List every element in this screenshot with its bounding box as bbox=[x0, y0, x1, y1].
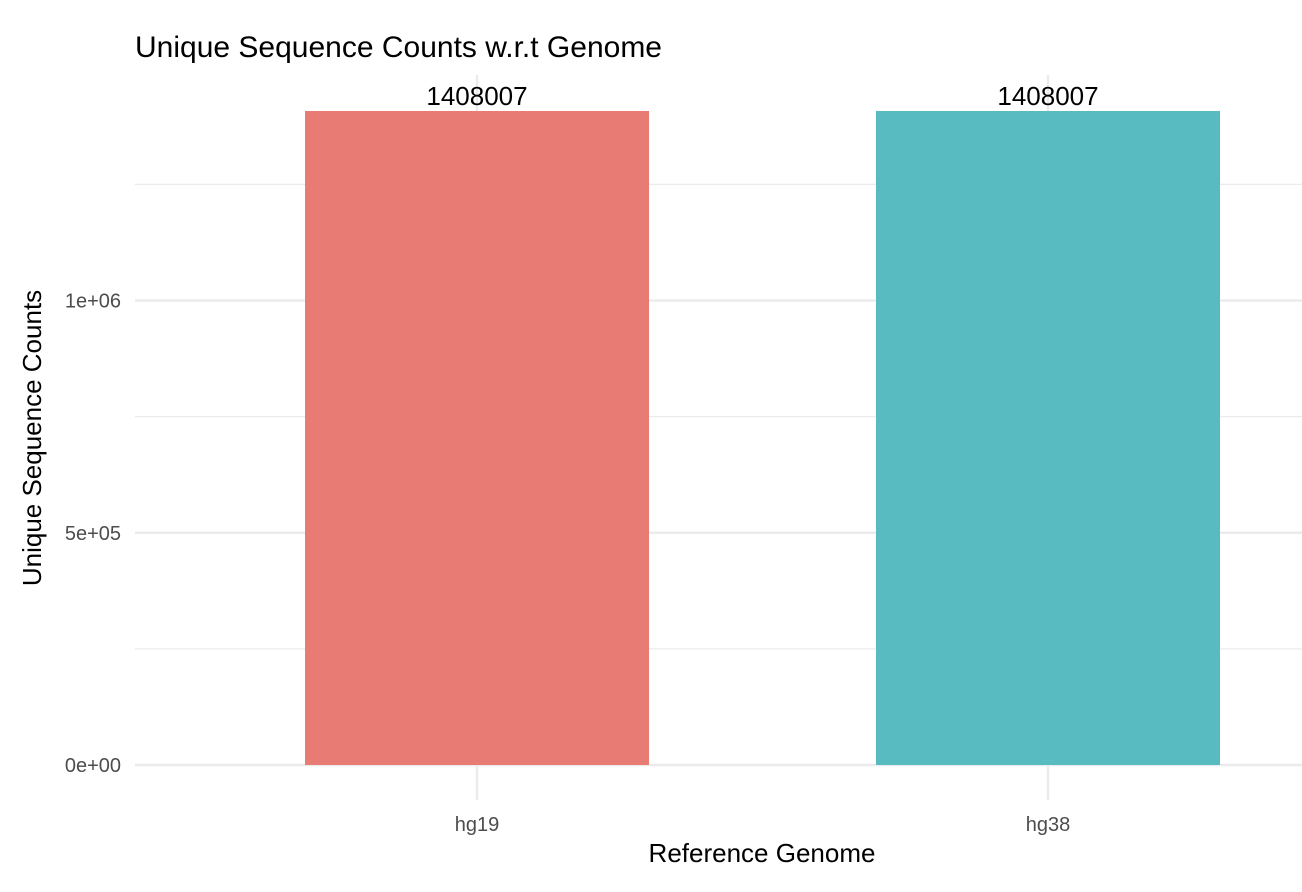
data-labels: 1408007 1408007 bbox=[426, 81, 1098, 111]
x-tick-label-hg19: hg19 bbox=[455, 814, 500, 836]
y-axis-title: Unique Sequence Counts bbox=[17, 290, 47, 586]
bars bbox=[305, 111, 1220, 765]
data-label-hg38: 1408007 bbox=[997, 81, 1098, 111]
bar-hg19 bbox=[305, 111, 649, 765]
y-tick-label: 5e+05 bbox=[65, 523, 121, 545]
chart-title: Unique Sequence Counts w.r.t Genome bbox=[135, 31, 662, 64]
y-tick-label: 0e+00 bbox=[65, 755, 121, 777]
x-tick-label-hg38: hg38 bbox=[1026, 814, 1071, 836]
y-tick-label: 1e+06 bbox=[65, 291, 121, 313]
data-label-hg19: 1408007 bbox=[426, 81, 527, 111]
axes: 0e+00 5e+05 1e+06 hg19 hg38 bbox=[65, 291, 1070, 836]
x-axis-title: Reference Genome bbox=[649, 838, 876, 868]
bar-hg38 bbox=[876, 111, 1220, 765]
